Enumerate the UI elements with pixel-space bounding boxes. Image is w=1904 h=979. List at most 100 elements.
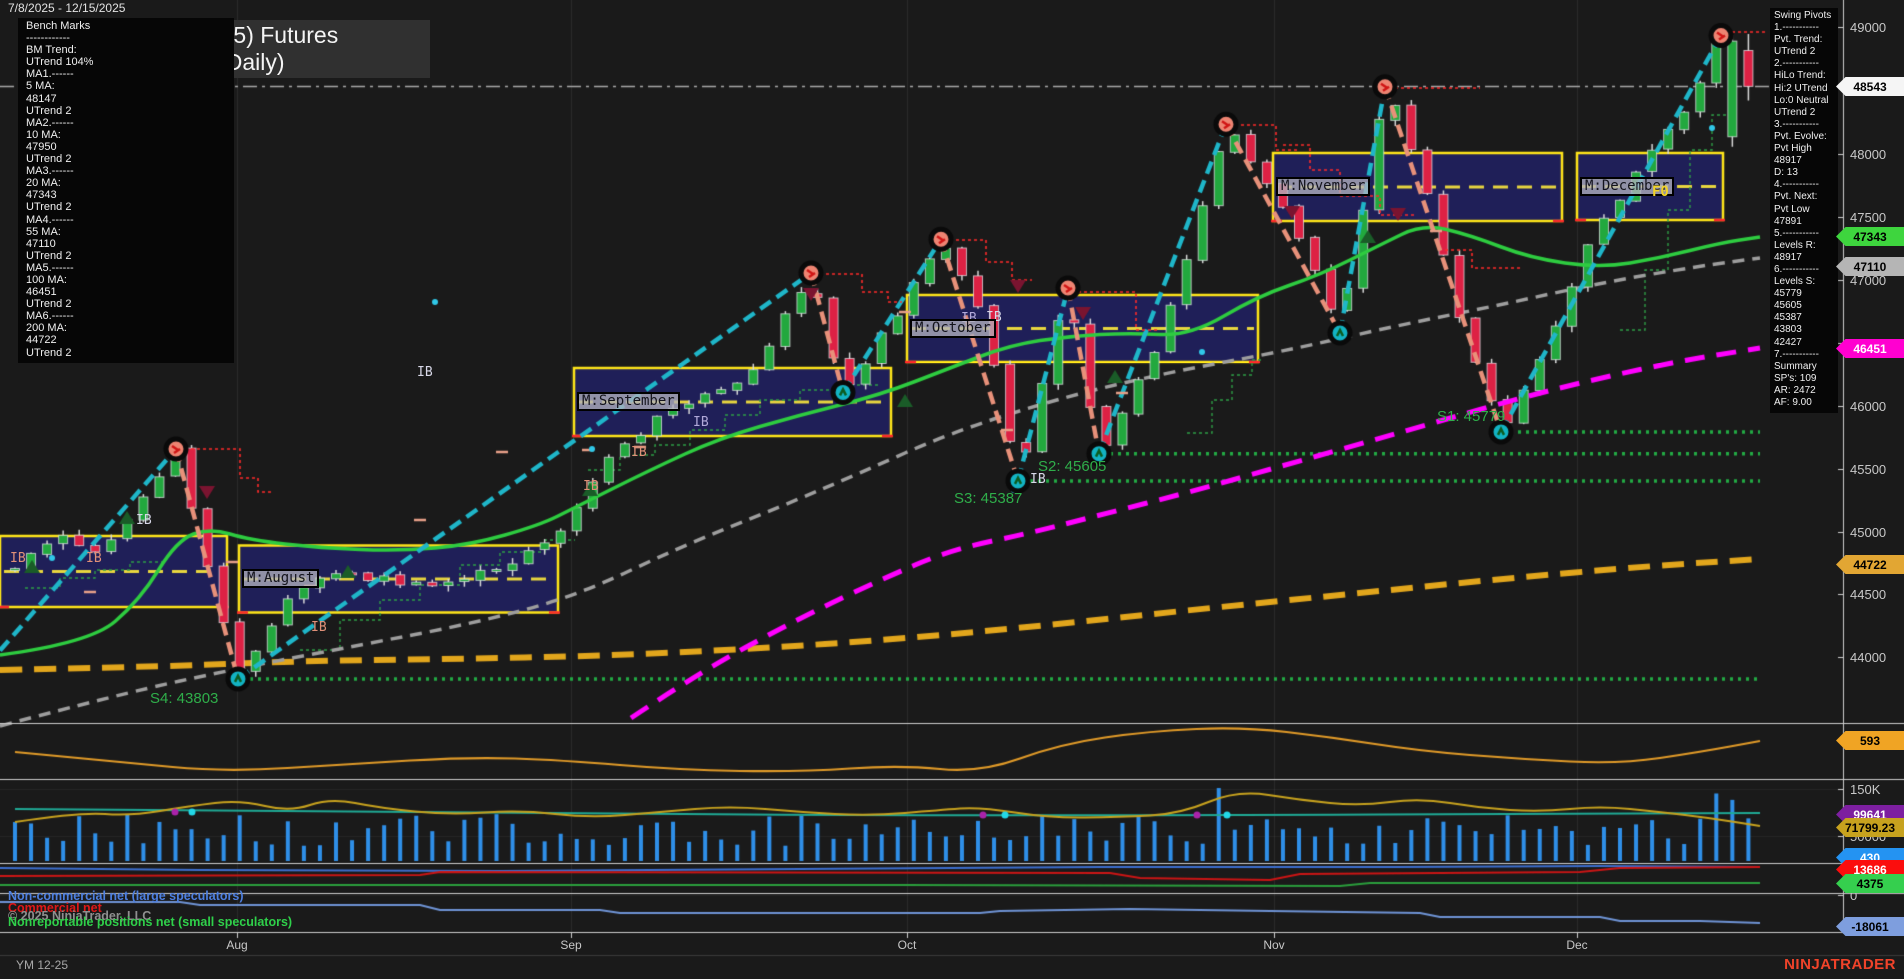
bench-marks-line: 200 MA: xyxy=(26,322,67,335)
bench-marks-line: MA4.------ xyxy=(26,213,74,226)
price-axis-tick-label: 47500 xyxy=(1850,210,1887,225)
ib-marker-label: IB xyxy=(136,513,152,528)
swing-pivots-line: 45387 xyxy=(1774,312,1802,324)
price-tag: 48543 xyxy=(1836,77,1904,96)
bench-marks-line: 10 MA: xyxy=(26,128,61,141)
bench-marks-line: BM Trend: xyxy=(26,44,77,57)
f0-marker-label: F0 xyxy=(1652,184,1669,200)
bench-marks-line: 47343 xyxy=(26,189,57,202)
price-tag: 71799.23 xyxy=(1836,818,1904,837)
bench-marks-line: MA5.------ xyxy=(26,261,74,274)
ninjatrader-logo: NINJATRADER xyxy=(1784,956,1896,973)
price-axis-tick-label: 150K xyxy=(1850,782,1881,797)
swing-pivots-line: D: 13 xyxy=(1774,167,1798,179)
bench-marks-line: 47950 xyxy=(26,140,57,153)
swing-pivots-line: 42427 xyxy=(1774,336,1802,348)
bench-marks-line: 47110 xyxy=(26,237,56,250)
bench-marks-line: 20 MA: xyxy=(26,177,61,190)
price-axis-tick-label: 0 xyxy=(1850,888,1858,903)
price-axis-tick-label: 45000 xyxy=(1850,525,1887,540)
price-axis-tick-label: 46000 xyxy=(1850,399,1887,414)
swing-pivots-line: 4.----------- xyxy=(1774,179,1819,191)
ib-marker-label: IB xyxy=(417,365,433,380)
bench-marks-line: MA6.------ xyxy=(26,310,74,323)
month-box-label[interactable]: M:September xyxy=(577,392,680,411)
swing-pivots-line: 48917 xyxy=(1774,155,1802,167)
month-box-label[interactable]: M:November xyxy=(1276,177,1371,196)
swing-pivots-line: Hi:2 UTrend xyxy=(1774,82,1828,94)
price-tag: 47110 xyxy=(1836,257,1904,276)
swing-pivots-line: Pvt. Next: xyxy=(1774,191,1818,203)
bench-marks-line: UTrend 2 xyxy=(26,153,72,166)
swing-pivots-line: 45605 xyxy=(1774,300,1802,312)
swing-pivots-panel: Swing Pivots 1.----------- Pvt. Trend: UTre… xyxy=(1770,8,1838,414)
swing-pivots-line: HiLo Trend: xyxy=(1774,70,1826,82)
bench-marks-line: UTrend 2 xyxy=(26,201,72,214)
cot-legend-label: Nonreportable positions net (small specu… xyxy=(8,915,293,929)
time-axis-month-label[interactable]: Aug xyxy=(226,938,248,952)
swing-pivots-line: 2.----------- xyxy=(1774,58,1819,70)
swing-pivots-line: Pvt Low xyxy=(1774,203,1810,215)
bench-marks-line: ------------ xyxy=(26,32,70,45)
swing-pivots-line: UTrend 2 xyxy=(1774,106,1816,118)
bench-marks-line: MA3.------ xyxy=(26,165,74,178)
price-tag: 593 xyxy=(1836,731,1904,750)
ib-marker-label: IB xyxy=(86,551,102,566)
bench-marks-panel: Bench Marks ------------ BM Trend: UTrend 1… xyxy=(18,18,234,363)
month-box-label[interactable]: M:August xyxy=(242,569,320,588)
bench-marks-line: MA1.------ xyxy=(26,68,74,81)
month-box-label[interactable]: M:October xyxy=(910,318,996,338)
bench-marks-line: 48147 xyxy=(26,92,57,105)
bench-marks-line: 55 MA: xyxy=(26,225,61,238)
cot-legend-label: Non-commercial net (large speculators) xyxy=(8,889,244,903)
bench-marks-line: 46451 xyxy=(26,286,57,299)
date-range: 7/8/2025 - 12/15/2025 xyxy=(8,1,126,15)
bench-marks-line: 5 MA: xyxy=(26,80,55,93)
swing-pivots-line: 45779 xyxy=(1774,288,1802,300)
time-axis-month-label[interactable]: Sep xyxy=(560,938,582,952)
price-axis-tick-label: 47000 xyxy=(1850,273,1887,288)
swing-pivots-line: 1.----------- xyxy=(1774,22,1819,34)
ib-marker-label: IB xyxy=(631,445,647,460)
swing-pivots-line: Lo:0 Neutral xyxy=(1774,94,1829,106)
price-axis-tick-label: 45500 xyxy=(1850,462,1887,477)
ib-marker-label: IB xyxy=(311,620,327,635)
swing-pivots-line: Levels S: xyxy=(1774,276,1816,288)
swing-pivots-line: Pvt High xyxy=(1774,143,1812,155)
swing-pivots-line: Swing Pivots xyxy=(1774,10,1832,21)
bench-marks-line: UTrend 2 xyxy=(26,298,72,311)
support-level-label: S1: 45779 xyxy=(1437,408,1506,425)
bench-marks-line: 44722 xyxy=(26,334,57,347)
swing-pivots-line: 5.----------- xyxy=(1774,227,1819,239)
swing-pivots-line: SP's: 109 xyxy=(1774,372,1817,384)
swing-pivots-line: 48917 xyxy=(1774,251,1802,263)
instrument-label: YM 12-25 xyxy=(16,958,69,972)
swing-pivots-line: Levels R: xyxy=(1774,239,1816,251)
support-level-label: S3: 45387 xyxy=(954,490,1023,507)
swing-pivots-line: 7.----------- xyxy=(1774,348,1819,360)
ib-marker-label: IB xyxy=(583,479,599,494)
month-box-label[interactable]: M:December xyxy=(1580,176,1675,196)
time-axis-month-label[interactable]: Oct xyxy=(897,938,917,952)
swing-pivots-line: UTrend 2 xyxy=(1774,46,1816,58)
time-axis-month-label[interactable]: Dec xyxy=(1566,938,1588,952)
bench-marks-line: UTrend 2 xyxy=(26,104,72,117)
bench-marks-line: UTrend 2 xyxy=(26,346,72,359)
swing-pivots-line: 3.----------- xyxy=(1774,118,1819,130)
swing-pivots-line: 47891 xyxy=(1774,215,1802,227)
swing-pivots-line: 6.----------- xyxy=(1774,263,1819,275)
swing-pivots-line: Pvt. Evolve: xyxy=(1774,130,1827,142)
price-axis-tick-label: 44500 xyxy=(1850,587,1887,602)
ib-marker-label: IB xyxy=(1030,472,1046,487)
swing-pivots-line: 43803 xyxy=(1774,324,1802,336)
price-tag: -18061 xyxy=(1836,917,1904,936)
price-tag: 47343 xyxy=(1836,227,1904,246)
cot-legend-label: Commercial net xyxy=(8,901,102,915)
swing-pivots-line: AR: 2472 xyxy=(1774,384,1816,396)
price-axis-tick-label: 48000 xyxy=(1850,147,1887,162)
price-tag: 4375 xyxy=(1836,874,1904,893)
time-axis-month-label[interactable]: Nov xyxy=(1263,938,1285,952)
bench-marks-line: UTrend 2 xyxy=(26,249,72,262)
